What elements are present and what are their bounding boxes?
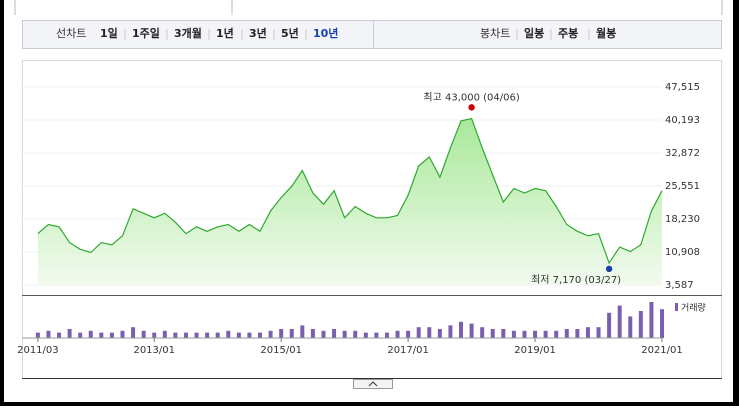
volume-bar: [575, 329, 580, 338]
x-tick-label: 2011/03: [17, 345, 59, 356]
volume-bar: [67, 329, 72, 338]
x-tick-label: 2013/01: [133, 345, 175, 356]
volume-bar: [437, 329, 442, 338]
volume-bar: [99, 332, 104, 338]
volume-bar: [416, 327, 421, 338]
volume-bar: [543, 330, 548, 338]
volume-bar: [607, 312, 612, 338]
volume-bar: [35, 332, 40, 338]
volume-bar: [226, 330, 231, 338]
volume-bar: [258, 332, 263, 338]
extreme-label: 최저 7,170 (03/27): [531, 274, 621, 286]
volume-bar: [459, 321, 464, 338]
period-button[interactable]: 1년: [216, 26, 234, 40]
x-tick-label: 2021/01: [641, 345, 683, 356]
y-tick-label: 10,908: [665, 247, 700, 258]
period-button[interactable]: 10년: [313, 26, 338, 40]
volume-bar: [321, 330, 326, 338]
volume-bar: [427, 327, 432, 338]
volume-bar: [511, 330, 516, 338]
price-line: [37, 117, 663, 265]
volume-bar: [406, 330, 411, 338]
volume-bar: [152, 332, 157, 338]
volume-bar: [289, 329, 294, 338]
candle-button[interactable]: 주봉: [558, 27, 578, 40]
y-tick-label: 18,230: [665, 214, 700, 225]
volume-bar: [585, 327, 590, 338]
volume-bar: [395, 330, 400, 338]
volume-bar: [131, 327, 136, 338]
panel: [4, 0, 733, 402]
x-tick-label: 2015/01: [260, 345, 302, 356]
volume-bar: [183, 332, 188, 338]
price-area: [37, 118, 662, 285]
volume-bar: [617, 305, 622, 338]
extreme-marker: [605, 265, 613, 273]
y-tick-label: 40,193: [665, 115, 700, 126]
volume-bar: [342, 330, 347, 338]
x-tick-label: 2019/01: [514, 345, 556, 356]
volume-bar: [247, 332, 252, 338]
legend-label: 거래량: [681, 302, 706, 314]
candle-button[interactable]: 월봉: [596, 26, 616, 40]
period-button[interactable]: 3년: [249, 26, 267, 40]
legend-swatch: [675, 303, 678, 311]
line-chart-label: 선차트: [56, 27, 86, 40]
y-tick-label: 3,587: [665, 280, 694, 291]
volume-bar: [141, 330, 146, 338]
period-button[interactable]: 1일: [100, 26, 118, 40]
volume-bar: [194, 332, 199, 338]
volume-bar: [554, 330, 559, 338]
volume-bar: [384, 332, 389, 338]
x-tick-label: 2017/01: [387, 345, 429, 356]
collapse-button[interactable]: [353, 379, 393, 389]
volume-bar: [236, 332, 241, 338]
period-button[interactable]: 1주일: [132, 26, 160, 40]
volume-bar: [628, 316, 633, 338]
volume-bar: [448, 325, 453, 338]
volume-bar: [268, 330, 273, 338]
volume-bar: [332, 329, 337, 338]
y-tick-label: 25,551: [665, 181, 700, 192]
volume-bar: [46, 330, 51, 338]
volume-bar: [638, 311, 643, 338]
y-tick-label: 32,872: [665, 148, 700, 159]
volume-bar: [596, 327, 601, 338]
volume-bar: [279, 329, 284, 338]
volume-bar: [363, 332, 368, 338]
candle-button[interactable]: 일봉: [524, 26, 544, 40]
volume-bar: [57, 332, 62, 338]
volume-bar: [310, 329, 315, 338]
volume-bar: [522, 330, 527, 338]
volume-bar: [533, 330, 538, 338]
volume-bar: [215, 332, 220, 338]
period-button[interactable]: 5년: [281, 26, 299, 40]
volume-bar: [300, 325, 305, 338]
volume-bar: [173, 332, 178, 338]
extreme-marker: [468, 104, 475, 111]
extreme-label: 최고 43,000 (04/06): [423, 91, 519, 103]
volume-bar: [649, 302, 654, 338]
volume-bar: [162, 330, 167, 338]
volume-bar: [205, 332, 210, 338]
candle-chart-label: 봉차트: [480, 27, 510, 40]
volume-bar: [88, 330, 93, 338]
y-tick-label: 47,515: [665, 82, 700, 93]
volume-bar: [353, 330, 358, 338]
volume-bar: [564, 329, 569, 338]
volume-bar: [660, 309, 664, 338]
collapse-icon: [368, 381, 378, 387]
volume-bar: [109, 332, 114, 338]
volume-bar: [78, 332, 83, 338]
volume-bar: [501, 329, 506, 338]
period-button[interactable]: 3개월: [174, 26, 202, 40]
volume-bar: [374, 332, 379, 338]
volume-bar: [490, 329, 495, 338]
volume-bar: [120, 330, 125, 338]
toolbar: [22, 20, 722, 49]
volume-bar: [480, 327, 485, 338]
volume-bar: [469, 323, 474, 338]
